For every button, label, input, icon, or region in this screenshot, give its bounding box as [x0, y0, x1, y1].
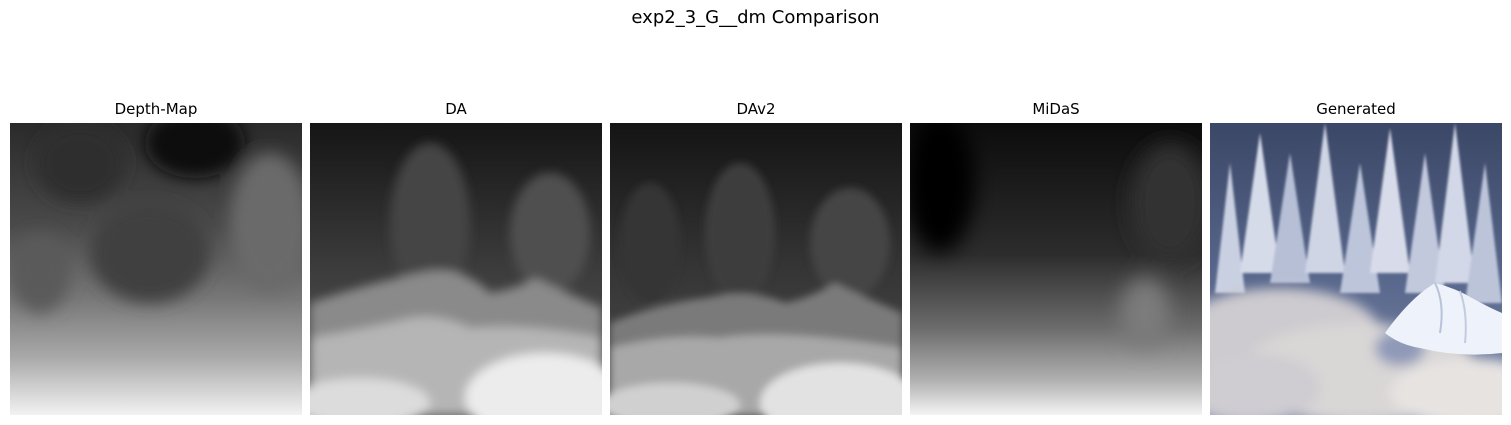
panel-midas: MiDaS [910, 98, 1202, 415]
midas-depth-image [910, 123, 1202, 415]
panel-title: Depth-Map [114, 100, 198, 118]
dav2-depth-image [610, 123, 902, 415]
panel-da: DA [310, 98, 602, 415]
panel-generated: Generated [1210, 98, 1502, 415]
panel-title: Generated [1316, 100, 1396, 118]
da-depth-image [310, 123, 602, 415]
panel-title: DAv2 [736, 100, 776, 118]
panel-depth-map: Depth-Map [10, 98, 302, 415]
panel-title: DA [445, 100, 467, 118]
depth-map-image [10, 123, 302, 415]
generated-image [1210, 123, 1502, 415]
figure-title: exp2_3_G__dm Comparison [631, 7, 880, 28]
panel-dav2: DAv2 [610, 98, 902, 415]
panel-title: MiDaS [1032, 100, 1080, 118]
